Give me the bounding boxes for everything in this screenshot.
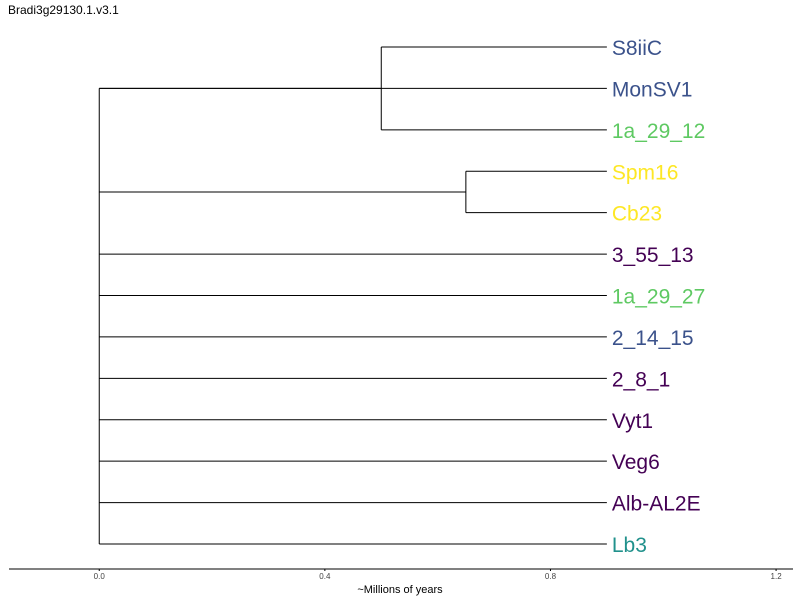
tip-label-Veg6: Veg6 [612, 451, 660, 474]
tip-label-Spm16: Spm16 [612, 161, 679, 184]
tip-label-S8iiC: S8iiC [612, 37, 662, 60]
x-tick-label: 0.4 [319, 572, 331, 581]
tip-label-1a_29_27: 1a_29_27 [612, 286, 705, 309]
x-axis: 0.0 0.4 0.8 1.2 [9, 568, 793, 581]
x-tick-label: 1.2 [771, 572, 783, 581]
tip-label-Alb-AL2E: Alb-AL2E [612, 493, 701, 516]
tip-label-2_14_15: 2_14_15 [612, 327, 694, 350]
tip-label-Vyt1: Vyt1 [612, 410, 653, 433]
tip-label-Lb3: Lb3 [612, 534, 647, 557]
chart-title: Bradi3g29130.1.v3.1 [8, 3, 119, 17]
tip-label-MonSV1: MonSV1 [612, 78, 693, 101]
tip-label-Cb23: Cb23 [612, 203, 662, 226]
x-axis-title: ~Millions of years [357, 584, 443, 596]
tip-label-3_55_13: 3_55_13 [612, 244, 694, 267]
x-tick-label: 0.8 [545, 572, 557, 581]
tip-label-1a_29_12: 1a_29_12 [612, 120, 705, 143]
branches [98, 46, 607, 545]
x-tick-label: 0.0 [94, 572, 106, 581]
tip-labels: S8iiC MonSV1 1a_29_12 Spm16 Cb23 3_55_13 1a_29… [612, 37, 705, 557]
tip-label-2_8_1: 2_8_1 [612, 368, 670, 391]
